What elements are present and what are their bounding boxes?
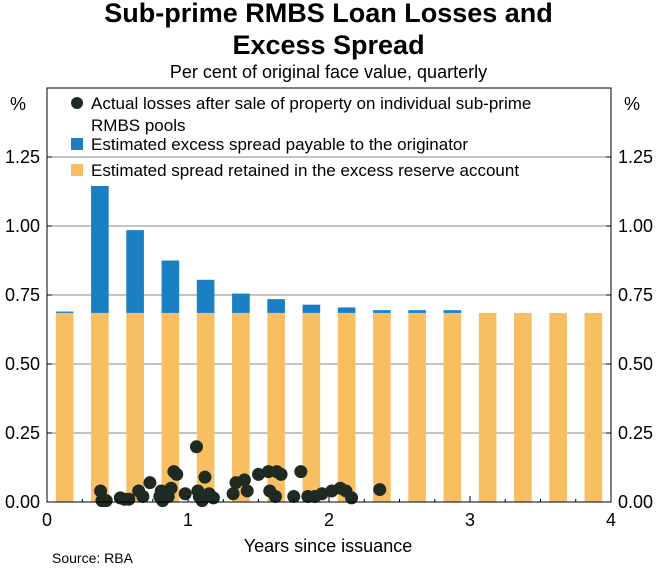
- loss-dot: [274, 467, 288, 481]
- loss-dot: [373, 483, 387, 497]
- loss-dot: [189, 440, 203, 454]
- chart-title-line2: Excess Spread: [232, 30, 425, 60]
- y-tick-label-left: 0.75: [5, 285, 40, 305]
- loss-dot: [143, 476, 157, 490]
- y-tick-label-right: 0.50: [618, 354, 653, 374]
- y-tick-label-right: 0.00: [618, 492, 653, 512]
- legend-payable-swatch: [71, 138, 83, 150]
- loss-dot: [345, 491, 359, 505]
- legend-payable-label: Estimated excess spread payable to the o…: [91, 135, 468, 154]
- x-tick-label: 4: [606, 510, 616, 530]
- source-note: Source: RBA: [52, 550, 133, 566]
- bar-payable: [337, 307, 356, 313]
- y-axis-unit-left: %: [10, 94, 26, 114]
- loss-dot: [315, 487, 329, 501]
- x-tick-label: 2: [324, 510, 334, 530]
- bar-payable: [443, 310, 462, 313]
- loss-dot: [136, 489, 150, 503]
- x-tick-label: 3: [465, 510, 475, 530]
- bar-payable: [232, 293, 250, 313]
- bar-retained: [549, 312, 567, 502]
- x-tick-label: 0: [42, 510, 52, 530]
- loss-dot: [294, 465, 308, 479]
- x-axis-label: Years since issuance: [244, 536, 412, 556]
- bar-retained: [373, 312, 391, 502]
- legend: Actual losses after sale of property on …: [71, 94, 531, 180]
- bar-retained: [302, 312, 321, 502]
- loss-dot: [178, 487, 192, 501]
- loss-dot: [240, 484, 254, 498]
- bar-payable: [373, 310, 391, 313]
- legend-dot-marker: [71, 97, 83, 109]
- loss-dot: [268, 489, 282, 503]
- bar-retained: [478, 312, 497, 502]
- chart-title-line1: Sub-prime RMBS Loan Losses and: [104, 0, 553, 28]
- loss-dots: [94, 440, 387, 508]
- y-tick-label-left: 0.25: [5, 423, 40, 443]
- legend-losses-line1: Actual losses after sale of property on …: [91, 94, 531, 113]
- bar-retained: [126, 312, 144, 502]
- bar-retained: [161, 312, 180, 502]
- y-tick-label-left: 1.25: [5, 147, 40, 167]
- bar-payable: [91, 185, 109, 313]
- loss-dot: [198, 470, 212, 484]
- y-tick-label-left: 0.50: [5, 354, 40, 374]
- bar-retained: [514, 312, 532, 502]
- bar-payable: [196, 279, 215, 313]
- x-tick-label: 1: [183, 510, 193, 530]
- loss-dot: [237, 473, 251, 487]
- bar-payable: [302, 304, 321, 313]
- bar-retained: [584, 312, 603, 502]
- legend-losses-line2: RMBS pools: [91, 116, 185, 135]
- y-tick-label-right: 1.00: [618, 216, 653, 236]
- bar-payable: [55, 311, 74, 313]
- bar-retained: [232, 312, 250, 502]
- bar-retained: [55, 312, 74, 502]
- y-tick-label-left: 0.00: [5, 492, 40, 512]
- bars: [55, 185, 603, 502]
- bar-payable: [267, 299, 285, 313]
- legend-retained-swatch: [71, 164, 83, 176]
- bar-retained: [196, 312, 215, 502]
- loss-dot: [226, 487, 240, 501]
- y-tick-label-right: 1.25: [618, 147, 653, 167]
- bar-retained: [337, 312, 356, 502]
- chart-subtitle: Per cent of original face value, quarter…: [169, 62, 488, 82]
- legend-retained-label: Estimated spread retained in the excess …: [91, 161, 519, 180]
- bar-payable: [126, 230, 144, 313]
- y-tick-label-right: 0.25: [618, 423, 653, 443]
- loss-dot: [99, 494, 113, 508]
- axis-ticks: 0.00 0.00 0.25 0.25 0.50 0.50 0.75 0.75 1.00 1.00…: [5, 147, 653, 530]
- bar-retained: [267, 312, 285, 502]
- y-tick-label-right: 0.75: [618, 285, 653, 305]
- loss-dot: [164, 481, 178, 495]
- bar-retained: [91, 312, 109, 502]
- bar-payable: [161, 260, 180, 313]
- y-axis-unit-right: %: [624, 94, 640, 114]
- loss-dot: [206, 491, 220, 505]
- bar-retained: [408, 312, 426, 502]
- loss-dot: [170, 467, 184, 481]
- bar-retained: [443, 312, 462, 502]
- loss-dot: [287, 489, 301, 503]
- loss-dot: [94, 484, 108, 498]
- loss-dot: [252, 467, 265, 481]
- y-tick-label-left: 1.00: [5, 216, 40, 236]
- bar-payable: [408, 310, 426, 313]
